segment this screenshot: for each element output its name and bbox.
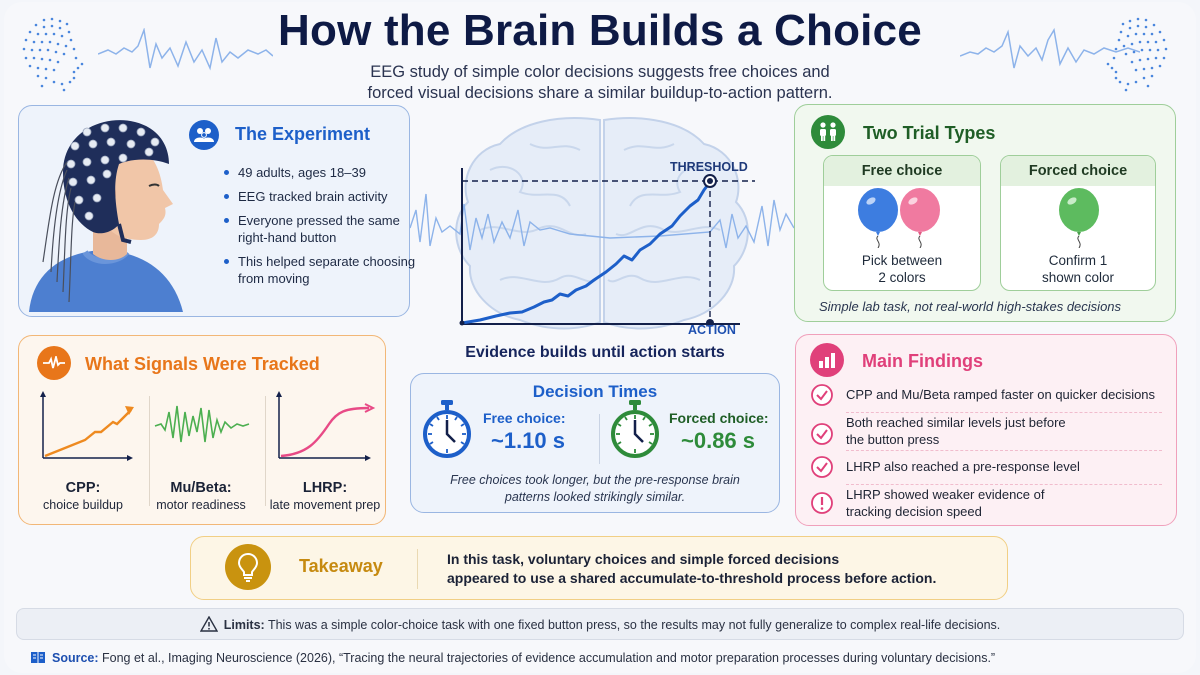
book-icon bbox=[31, 652, 45, 663]
divider bbox=[417, 549, 418, 589]
experiment-bullet: EEG tracked brain activity bbox=[222, 188, 422, 205]
findings-card: Main Findings CPP and Mu/Beta ramped fas… bbox=[795, 334, 1177, 526]
forced-choice-time-value: ~0.86 s bbox=[681, 428, 756, 453]
eeg-wave-left bbox=[98, 28, 273, 71]
free-choice-time-value: ~1.10 s bbox=[491, 428, 566, 453]
decision-times-note: Free choices took longer, but the pre-re… bbox=[450, 473, 740, 504]
bar-chart-icon bbox=[810, 343, 844, 377]
divider bbox=[846, 484, 1162, 485]
mu-beta-oscillation-icon bbox=[154, 405, 250, 443]
eeg-wave-right bbox=[960, 28, 1140, 69]
stopwatch-icon-blue bbox=[423, 400, 471, 458]
divider bbox=[599, 414, 600, 464]
lightbulb-icon bbox=[225, 544, 271, 590]
takeaway-text: In this task, voluntary choices and simp… bbox=[447, 551, 937, 586]
free-choice-card: Free choice Pick between 2 colors bbox=[823, 155, 981, 291]
dotted-head-icon-left bbox=[22, 17, 84, 92]
stopwatch-icon-green bbox=[611, 400, 659, 458]
forced-choice-header: Forced choice bbox=[1001, 156, 1155, 186]
cpp-rising-chart-icon bbox=[40, 391, 134, 461]
free-choice-caption: Pick between 2 colors bbox=[861, 253, 943, 285]
trial-types-title: Two Trial Types bbox=[863, 123, 996, 143]
check-circle-icon bbox=[811, 384, 833, 406]
takeaway-card: Takeaway In this task, voluntary choices… bbox=[190, 536, 1008, 600]
forced-choice-caption: Confirm 1 shown color bbox=[1041, 253, 1115, 285]
blue-pink-balloons-icon bbox=[858, 188, 940, 248]
alert-circle-icon bbox=[811, 492, 833, 514]
free-choice-time-label: Free choice: bbox=[483, 410, 566, 426]
experiment-bullet: 49 adults, ages 18–39 bbox=[222, 164, 422, 181]
people-icon bbox=[189, 120, 219, 150]
lhrp-sigmoid-chart-icon bbox=[276, 391, 376, 461]
free-choice-header: Free choice bbox=[824, 156, 980, 186]
limits-text: Limits: This was a simple color-choice t… bbox=[17, 615, 1183, 632]
experiment-bullets: 49 adults, ages 18–39 EEG tracked brain … bbox=[222, 164, 422, 294]
experiment-bullet: Everyone pressed the same right-hand butt… bbox=[222, 212, 422, 246]
signals-card: What Signals Were Tracked CPP: choice bu… bbox=[18, 335, 386, 525]
warning-triangle-icon bbox=[199, 615, 218, 632]
page-subtitle: EEG study of simple color decisions sugg… bbox=[367, 63, 833, 102]
signals-title: What Signals Were Tracked bbox=[85, 354, 320, 374]
two-people-icon bbox=[811, 115, 845, 149]
page-title: How the Brain Builds a Choice bbox=[278, 6, 922, 55]
trial-types-note: Simple lab task, not real-world high-sta… bbox=[819, 299, 1122, 314]
forced-choice-time-label: Forced choice: bbox=[669, 410, 769, 426]
eeg-cap-person-illustration bbox=[29, 120, 183, 312]
check-circle-icon bbox=[811, 456, 833, 478]
limits-bar: Limits: This was a simple color-choice t… bbox=[16, 608, 1184, 640]
chart-caption: Evidence builds until action starts bbox=[465, 344, 725, 361]
dotted-head-icon-right bbox=[1106, 17, 1168, 92]
trial-types-card: Two Trial Types Free choice Pick between… bbox=[794, 104, 1176, 322]
action-label: ACTION bbox=[688, 323, 736, 337]
experiment-title: The Experiment bbox=[235, 124, 371, 144]
green-balloon-icon bbox=[1059, 188, 1099, 248]
check-circle-icon bbox=[811, 423, 833, 445]
divider bbox=[149, 396, 150, 506]
takeaway-label: Takeaway bbox=[299, 556, 383, 576]
experiment-bullet: This helped separate choosing from moving bbox=[222, 253, 422, 287]
heartbeat-icon bbox=[37, 346, 71, 380]
experiment-card: The Experiment 49 adults, ages 18–39 EEG… bbox=[18, 105, 415, 317]
findings-title: Main Findings bbox=[862, 351, 983, 371]
decision-times-title: Decision Times bbox=[532, 382, 658, 401]
source-citation: Source: Fong et al., Imaging Neuroscienc… bbox=[30, 651, 995, 665]
divider bbox=[846, 450, 1162, 451]
divider bbox=[846, 412, 1162, 413]
forced-choice-card: Forced choice Confirm 1 shown color bbox=[1000, 155, 1156, 291]
decision-times-card: Decision Times Free choice: ~1.10 s Forc… bbox=[410, 373, 780, 513]
evidence-accumulation-chart bbox=[410, 117, 794, 330]
threshold-label: THRESHOLD bbox=[670, 160, 748, 174]
divider bbox=[265, 396, 266, 506]
